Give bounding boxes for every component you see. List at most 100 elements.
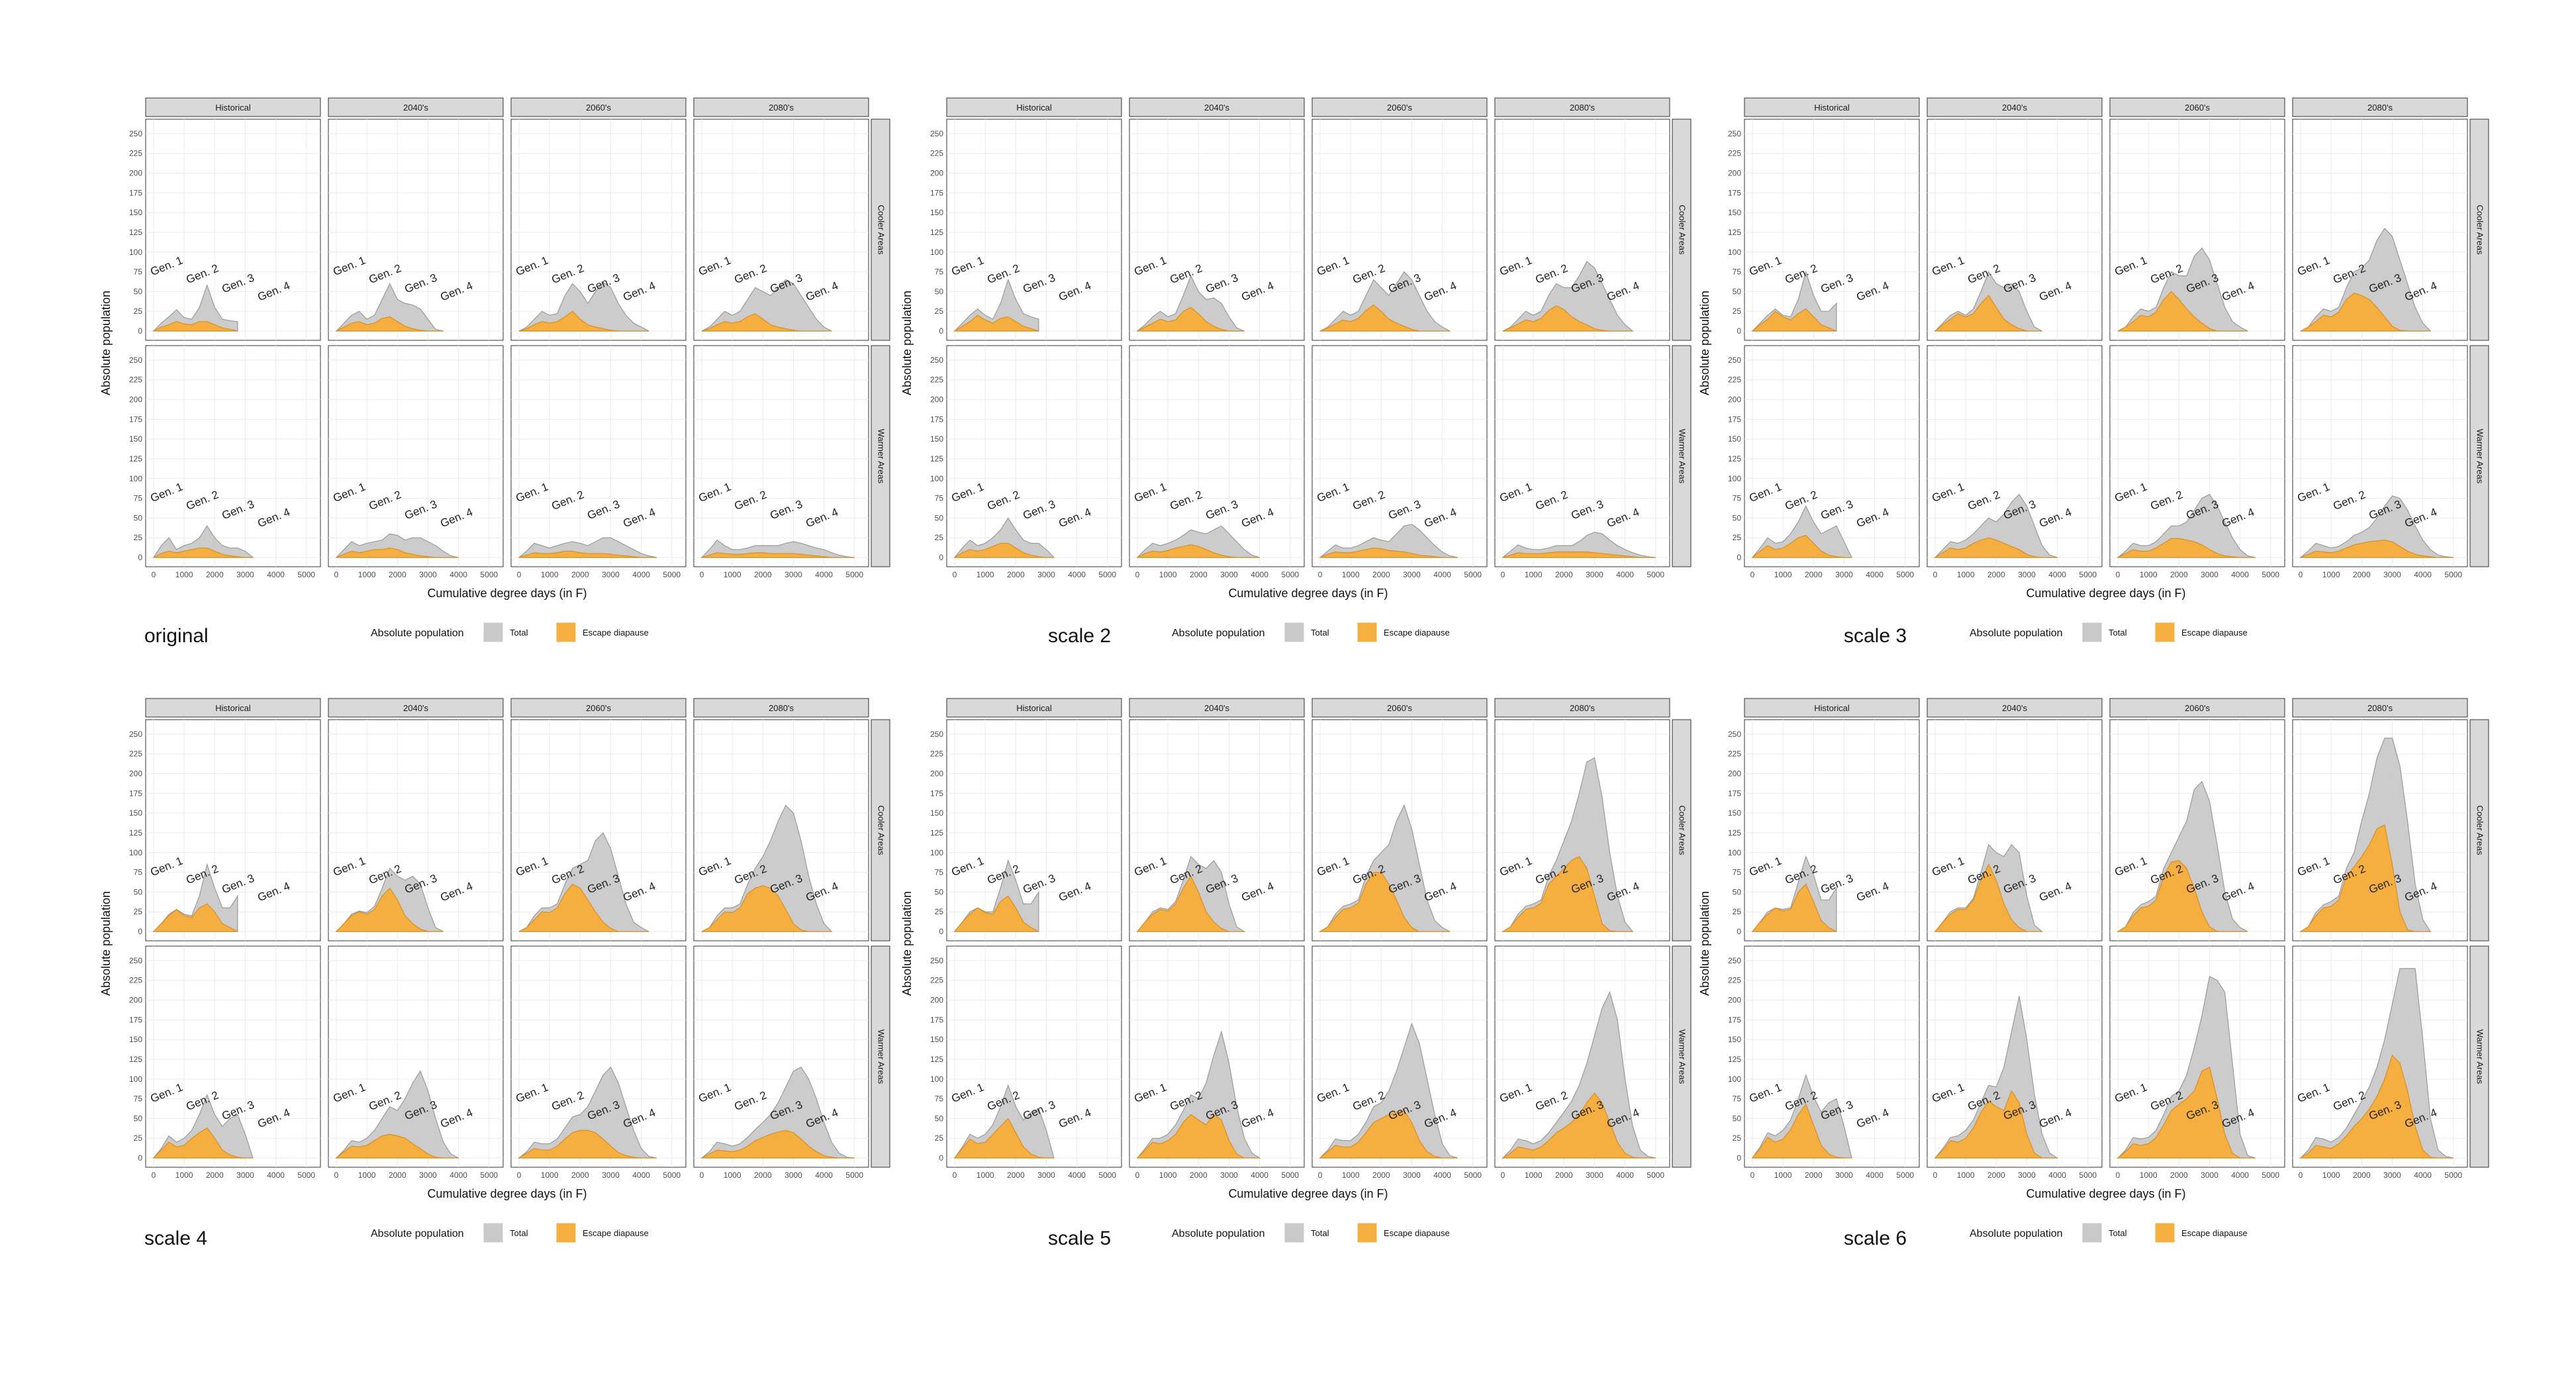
x-tick-label: 4000 <box>815 1171 833 1180</box>
legend-swatch-escape-diapause <box>2154 1222 2175 1243</box>
panel-cooler-areas-2040-s: Gen. 1 Gen. 2 Gen. 3 Gen. 4 <box>328 719 504 941</box>
x-tick-label: 5000 <box>845 1171 863 1180</box>
y-tick-label: 200 <box>930 996 943 1005</box>
x-tick-label: 5000 <box>663 1171 681 1180</box>
y-tick-label: 150 <box>930 808 943 818</box>
panel-background <box>1927 345 2103 567</box>
x-tick-label: 2000 <box>1805 1171 1823 1180</box>
panel-warmer-areas-2060-s: Gen. 1 Gen. 2 Gen. 3 Gen. 40 1000 2000 3000 400… <box>2109 345 2285 579</box>
x-tick-label: 0 <box>1501 1171 1505 1180</box>
x-tick-label: 3000 <box>1403 570 1421 579</box>
x-tick-label: 5000 <box>1646 570 1664 579</box>
panel-cooler-areas-2080-s: Gen. 1 Gen. 2 Gen. 3 Gen. 4 <box>693 119 869 341</box>
y-tick-label: 0 <box>939 553 943 562</box>
x-tick-label: 3000 <box>1586 1171 1603 1180</box>
total-population-area <box>2299 738 2432 932</box>
total-population-area <box>335 283 444 332</box>
panel-background <box>328 119 504 341</box>
y-tick-label: 75 <box>1733 267 1742 277</box>
y-tick-label: 100 <box>930 248 943 257</box>
x-tick-label: 3000 <box>2383 1171 2401 1180</box>
x-tick-label: 1000 <box>1774 570 1792 579</box>
legend-swatch-total <box>483 1222 504 1243</box>
row-strip-label: Cooler Areas <box>1678 205 1688 255</box>
panel-warmer-areas-historical: Gen. 1 Gen. 2 Gen. 3 Gen. 40255075100125150… <box>1728 345 1920 579</box>
y-tick-label: 25 <box>134 1133 143 1143</box>
total-population-area <box>335 1070 459 1159</box>
y-tick-label: 250 <box>1728 356 1741 365</box>
panel-warmer-areas-2060-s: Gen. 1 Gen. 2 Gen. 3 Gen. 40 1000 2000 3000 400… <box>2109 945 2285 1180</box>
x-tick-label: 1000 <box>2140 1171 2158 1180</box>
y-tick-label: 25 <box>935 307 944 316</box>
x-tick-label: 3000 <box>419 570 437 579</box>
x-tick-label: 3000 <box>1220 1171 1238 1180</box>
total-population-area <box>1319 524 1458 558</box>
x-axis-title: Cumulative degree days (in F) <box>1228 587 1388 600</box>
facet-strip-2080-s <box>2292 97 2468 117</box>
escape-diapause-area <box>1502 305 1633 332</box>
chart-scale-2: Historical 2040's 2060's 2080's Cooler Areas… <box>900 97 1692 647</box>
y-tick-label: 50 <box>134 513 143 522</box>
facet-strip-2060-s <box>510 698 687 718</box>
x-tick-label: 4000 <box>2048 1171 2066 1180</box>
x-tick-label: 0 <box>2299 570 2303 579</box>
x-axis-title: Cumulative degree days (in F) <box>1228 1187 1388 1200</box>
y-tick-label: 225 <box>129 375 142 385</box>
panel-cooler-areas-historical: Gen. 1 Gen. 2 Gen. 3 Gen. 40255075100125150… <box>129 119 321 341</box>
x-axis-title: Cumulative degree days (in F) <box>2026 587 2185 600</box>
total-population-area <box>518 537 657 558</box>
y-tick-label: 50 <box>134 1114 143 1123</box>
x-tick-label: 4000 <box>2414 1171 2432 1180</box>
total-population-area <box>953 1084 1055 1159</box>
x-tick-label: 4000 <box>1068 570 1086 579</box>
x-tick-label: 0 <box>2116 1171 2121 1180</box>
panel-cooler-areas-2080-s: Gen. 1 Gen. 2 Gen. 3 Gen. 4 <box>1494 119 1670 341</box>
x-tick-label: 4000 <box>2231 570 2249 579</box>
legend-label-escape-diapause: Escape diapause <box>1384 1228 1450 1238</box>
y-tick-label: 125 <box>129 454 142 463</box>
row-strip-cooler-areas <box>2469 119 2489 341</box>
y-tick-label: 125 <box>1728 1055 1741 1064</box>
y-tick-label: 75 <box>134 267 143 277</box>
figure-caption: scale 6 <box>1844 1227 1907 1249</box>
row-strip-label: Cooler Areas <box>877 805 886 855</box>
facet-strip-label: 2080's <box>1570 703 1595 713</box>
y-tick-label: 200 <box>1728 769 1741 779</box>
legend-title: Absolute population <box>1970 628 2063 639</box>
facet-strip-label: 2060's <box>1387 703 1412 713</box>
facet-strip-2040-s <box>1927 97 2103 117</box>
facet-strip-label: 2040's <box>403 703 428 713</box>
legend-label-escape-diapause: Escape diapause <box>583 628 649 638</box>
panel-warmer-areas-2040-s: Gen. 1 Gen. 2 Gen. 3 Gen. 40 1000 2000 3000 400… <box>1927 945 2103 1180</box>
y-tick-label: 225 <box>129 149 142 158</box>
x-tick-label: 3000 <box>1835 1171 1853 1180</box>
x-tick-label: 3000 <box>602 1171 620 1180</box>
x-tick-label: 0 <box>334 570 339 579</box>
x-tick-label: 2000 <box>389 570 406 579</box>
legend-label-escape-diapause: Escape diapause <box>583 1228 649 1238</box>
x-tick-label: 5000 <box>297 570 315 579</box>
x-tick-label: 3000 <box>2201 570 2218 579</box>
x-tick-label: 2000 <box>1987 1171 2005 1180</box>
y-tick-label: 250 <box>129 129 142 138</box>
facet-strip-historical <box>946 97 1122 117</box>
x-tick-label: 1000 <box>2322 1171 2340 1180</box>
legend-swatch-escape-diapause <box>1357 622 1378 643</box>
y-tick-label: 75 <box>134 494 143 503</box>
total-population-area <box>700 539 855 558</box>
x-tick-label: 4000 <box>1616 1171 1634 1180</box>
total-population-area <box>1934 996 2059 1159</box>
escape-diapause-area <box>953 314 1039 332</box>
total-population-area <box>1136 1030 1261 1159</box>
panel-warmer-areas-2040-s: Gen. 1 Gen. 2 Gen. 3 Gen. 40 1000 2000 3000 400… <box>1927 345 2103 579</box>
x-tick-label: 0 <box>2116 570 2121 579</box>
y-tick-label: 125 <box>1728 828 1741 838</box>
row-strip-cooler-areas <box>871 719 890 941</box>
escape-diapause-area <box>1319 304 1451 332</box>
panel-background <box>946 345 1122 567</box>
y-tick-label: 50 <box>1733 287 1742 296</box>
facet-strip-label: 2080's <box>2367 103 2393 113</box>
x-tick-label: 2000 <box>754 1171 772 1180</box>
escape-diapause-area <box>1751 308 1837 332</box>
x-tick-label: 5000 <box>1646 1171 1664 1180</box>
